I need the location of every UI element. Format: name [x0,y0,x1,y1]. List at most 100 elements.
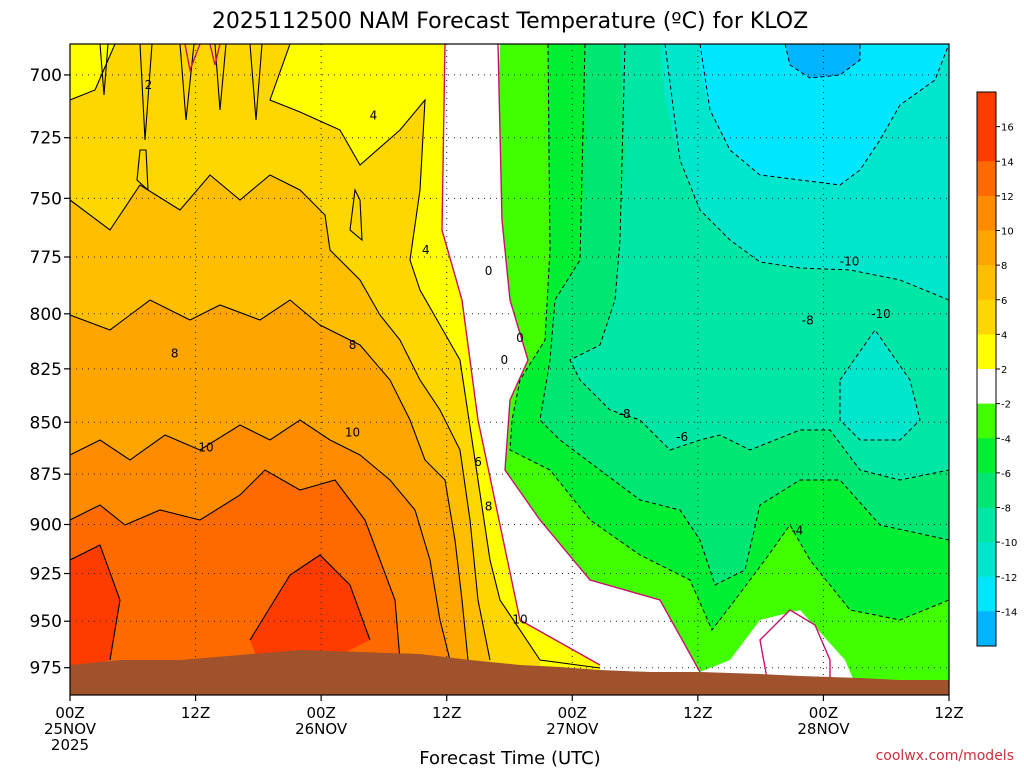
colorbar-swatch [977,576,996,612]
contour-2 [70,44,601,669]
x-tick-label: 12Z [432,704,461,722]
x-tick-label: 12Z [934,704,963,722]
colorbar-label: -10 [1001,538,1017,549]
y-tick-label: 950 [30,612,62,632]
y-tick-label: 850 [30,413,62,433]
contour-lines [70,44,601,669]
contour-label: 0 [485,264,493,278]
band-neg14-neg16 [785,44,860,78]
y-tick-label: 775 [30,248,62,268]
x-tick-label: 26NOV [295,720,348,738]
credit-label: coolwx.com/models [876,748,1014,764]
colorbar-swatch [977,472,996,508]
colorbar-label: -4 [1001,434,1011,445]
zero-line-c [759,609,831,695]
contour-label: -10 [840,255,860,269]
colorbar-swatch [977,126,996,162]
colorbar-label: 6 [1001,296,1007,307]
plot-frame [69,43,950,696]
y-tick-label: 750 [30,189,62,209]
contour-neg10 [664,44,949,441]
colorbar-label: 8 [1001,261,1007,272]
colorbar-swatch [977,161,996,197]
contour-neg14 [784,44,861,79]
x-tick-label: 12Z [181,704,210,722]
colorbar: 16 14 12 10 8 6 4 2 -2 -4 -6 -8 -10 -12 -14 [976,91,1017,647]
colorbar-label: -6 [1001,469,1011,480]
contour-8 [70,419,451,661]
colorbar-swatch [977,438,996,474]
colorbar-swatch [977,611,996,647]
colorbar-swatch [977,265,996,301]
x-tick-label: 2025 [51,736,89,754]
x-tick-label: 27NOV [546,720,599,738]
contour-label: 6 [474,455,482,469]
terrain [70,650,949,695]
y-tick-label: 725 [30,129,62,149]
contour-12 [70,544,371,661]
zero-line-b [497,44,701,673]
contour-6 [70,299,469,661]
freezing-band [442,44,830,695]
contour-label: 2 [145,78,153,92]
y-tick-label: 800 [30,305,62,325]
band-14-16 [70,545,370,670]
contour-label: -10 [871,307,891,321]
colorbar-swatch [977,92,996,128]
contour-4 [70,174,491,661]
chart-title: 2025112500 NAM Forecast Temperature (ºC)… [212,9,808,34]
contour-label: 4 [370,108,378,122]
y-tick-label: 825 [30,360,62,380]
colorbar-label: 12 [1001,192,1014,203]
colorbar-swatch [977,542,996,578]
contour-label: 0 [500,353,508,367]
x-tick-label: 28NOV [797,720,850,738]
colorbar-label: -2 [1001,400,1011,411]
y-tick-label: 700 [30,66,62,86]
colorbar-label: 4 [1001,330,1007,341]
colorbar-label: -14 [1001,607,1017,618]
contour-neg4 [509,44,949,631]
contour-label: -8 [619,407,631,421]
colorbar-swatch [977,230,996,266]
contour-label: -6 [676,430,688,444]
contour-label: 10 [198,440,213,454]
contour-neg8 [569,44,949,481]
contour-label: 8 [349,338,357,352]
contour-neg6 [539,44,949,586]
contour-label: 8 [171,347,179,361]
colorbar-label: -8 [1001,504,1011,515]
colorbar-swatch [977,403,996,439]
colorbar-label: 14 [1001,157,1014,168]
colorbar-swatch [977,334,996,370]
contour-label: 0 [516,331,524,345]
y-axis: 700 725 750 775 800 825 850 875 900 925 950 975 [30,66,70,679]
x-tick-label: 00Z [809,704,838,722]
x-tick-label: 00Z [558,704,587,722]
contour-label: 10 [345,426,360,440]
x-tick-label: 00Z [306,704,335,722]
zero-line-a [441,44,601,666]
contour-spikes [99,44,363,242]
colorbar-swatch [977,507,996,543]
x-tick-label: 25NOV [44,720,97,738]
contour-label: -4 [791,523,803,537]
x-tick-label: 12Z [683,704,712,722]
colorbar-label: 10 [1001,227,1014,238]
contour-label: 8 [485,500,493,514]
colorbar-label: -12 [1001,573,1017,584]
x-tick-label: 00Z [55,704,84,722]
zero-contour [184,44,831,695]
colorbar-label: 2 [1001,365,1007,376]
colorbar-swatch [977,369,996,405]
colorbar-swatch [977,299,996,335]
band-neg12-neg14 [700,44,949,185]
contour-label: 10 [512,612,527,626]
y-tick-label: 925 [30,565,62,585]
dashed-contours [509,44,949,631]
